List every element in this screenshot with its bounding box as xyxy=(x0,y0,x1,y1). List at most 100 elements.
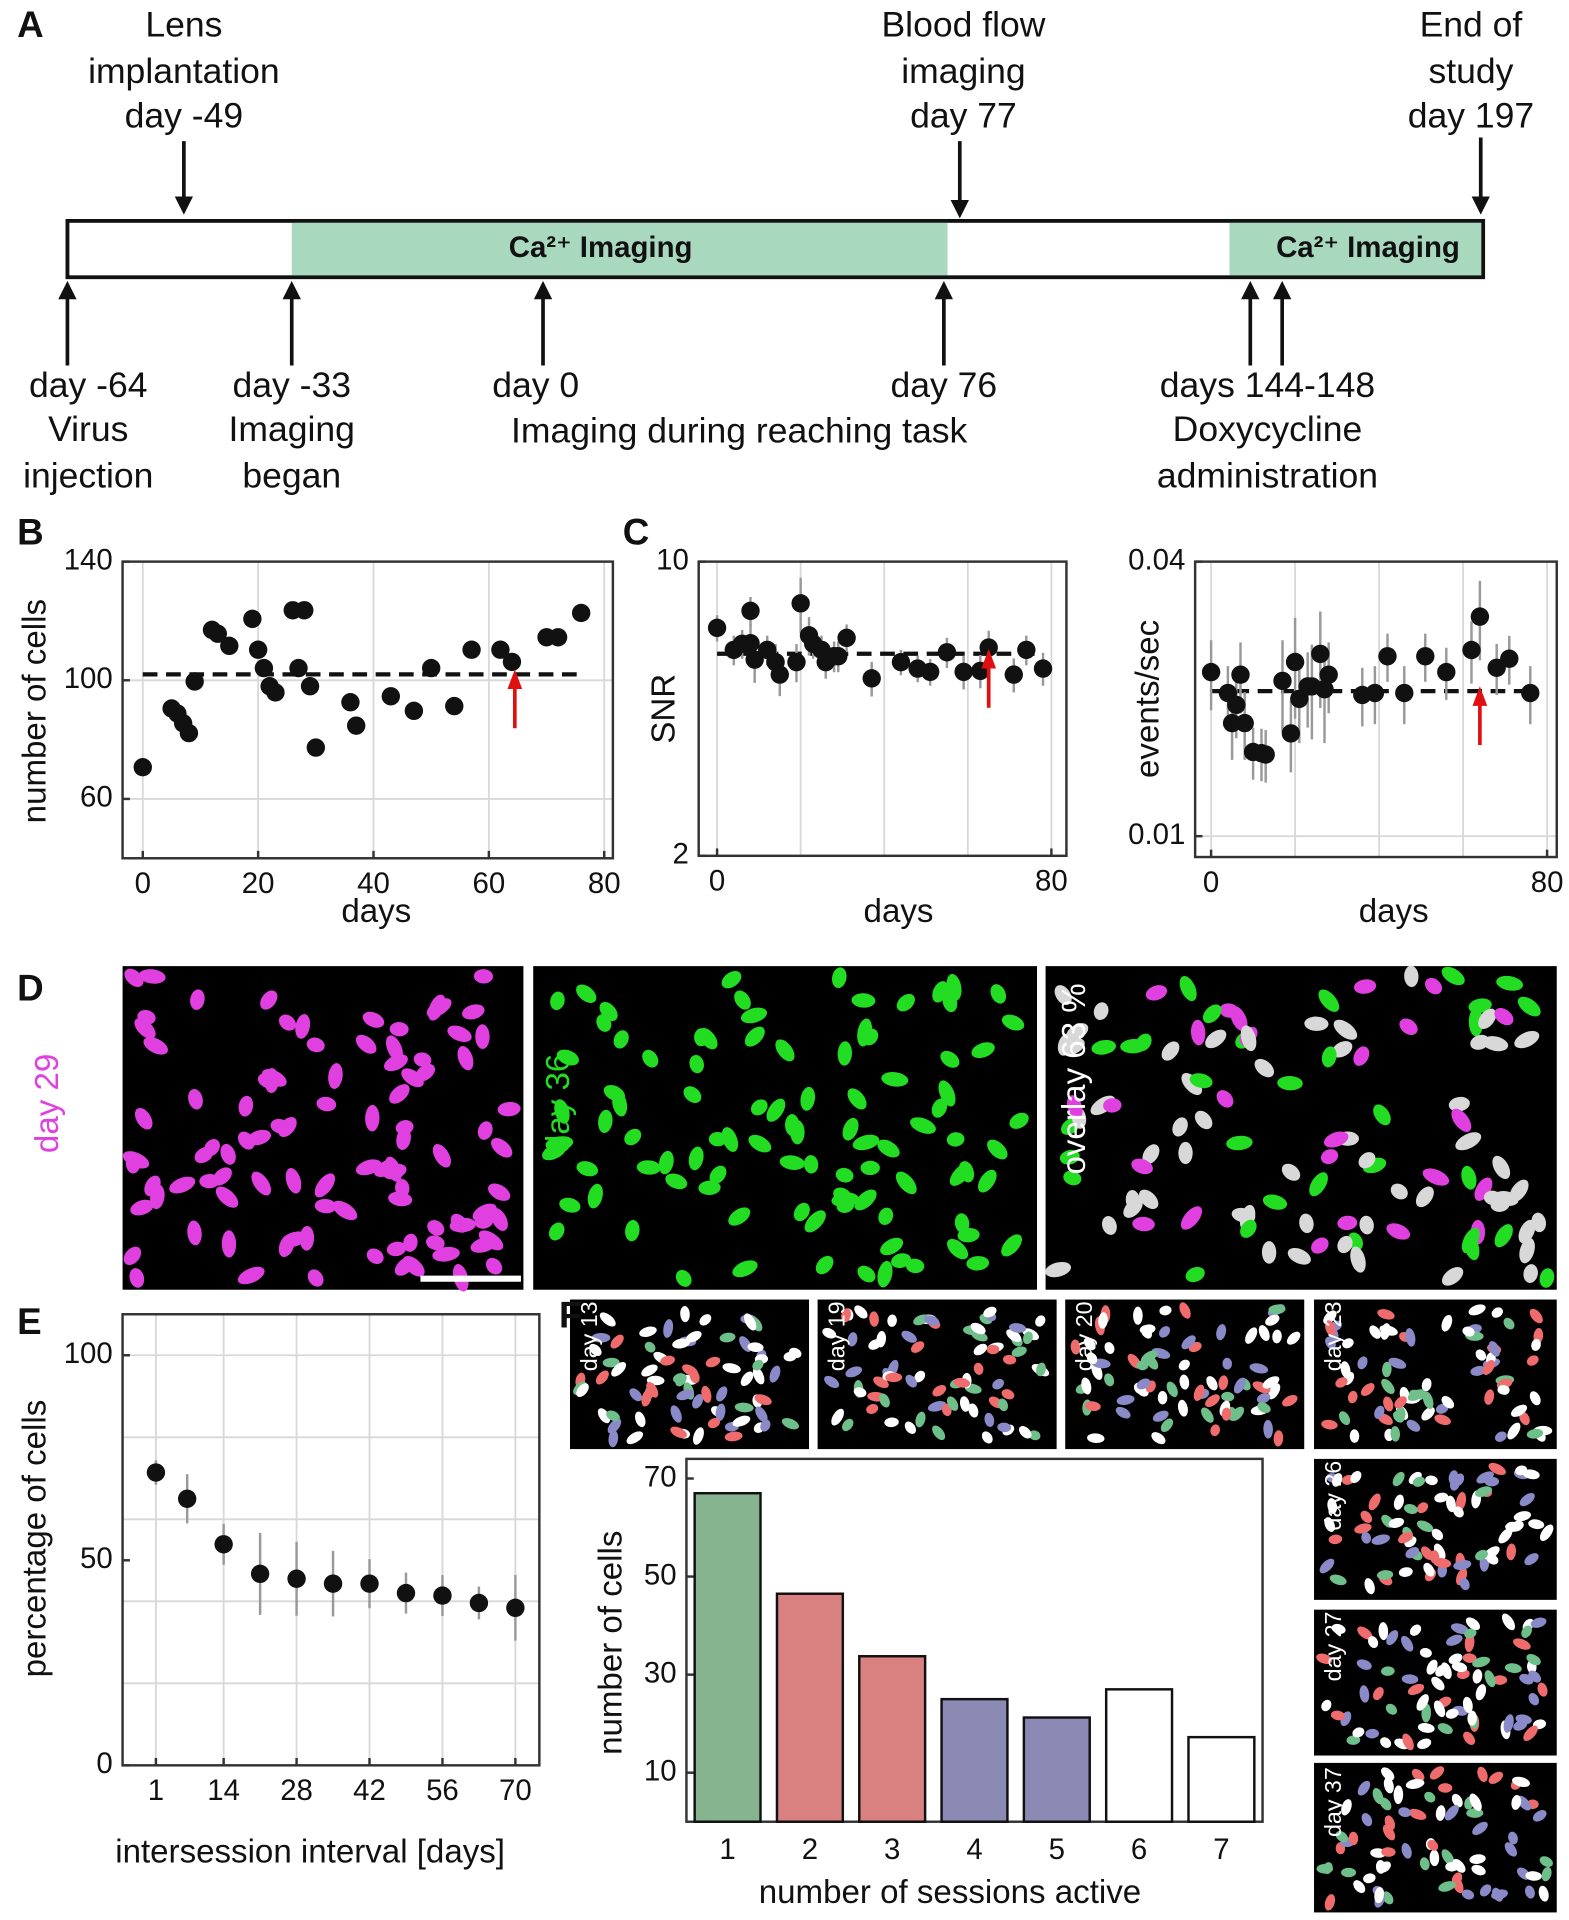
cell xyxy=(1035,1315,1046,1327)
cell xyxy=(1406,1419,1421,1432)
cell xyxy=(355,1034,377,1054)
cell xyxy=(316,1096,337,1112)
cell xyxy=(143,1037,168,1055)
y-tick-label: 100 xyxy=(64,662,113,695)
cell xyxy=(663,1319,674,1338)
cell xyxy=(1136,1378,1151,1390)
cell xyxy=(285,1168,302,1194)
timeline-label: day -64 xyxy=(29,365,148,405)
cell xyxy=(295,1014,311,1039)
cell xyxy=(1441,1849,1455,1866)
data-point xyxy=(323,1574,343,1593)
cell xyxy=(599,1001,618,1022)
cell xyxy=(1538,1885,1549,1902)
cell xyxy=(1491,1307,1503,1318)
cell xyxy=(1435,1805,1446,1821)
cell xyxy=(1479,1884,1492,1897)
cell xyxy=(923,1315,940,1326)
timeline-arrows xyxy=(58,137,1490,366)
cell xyxy=(1348,1831,1359,1846)
cell xyxy=(1403,1504,1418,1514)
cell xyxy=(1142,1144,1160,1165)
cell xyxy=(831,967,847,989)
cell xyxy=(220,1143,236,1165)
data-point xyxy=(1416,647,1435,666)
data-point xyxy=(360,1574,379,1593)
cell xyxy=(1386,1630,1399,1646)
cell xyxy=(299,1225,315,1251)
cell xyxy=(1506,1543,1517,1561)
cell xyxy=(1368,1493,1381,1511)
cell xyxy=(1399,1018,1418,1035)
image-label: day 19 xyxy=(824,1301,850,1371)
cell xyxy=(699,1314,712,1326)
cell xyxy=(748,1134,772,1153)
cell xyxy=(1383,1777,1394,1794)
data-point xyxy=(1319,665,1338,684)
cell xyxy=(1519,1411,1530,1426)
cell xyxy=(1407,1683,1425,1696)
cell xyxy=(973,1343,988,1356)
image-label: day 36 xyxy=(540,1054,577,1153)
cell xyxy=(221,1230,237,1258)
y-tick-label: 60 xyxy=(80,781,113,814)
cell xyxy=(721,1127,739,1152)
data-point xyxy=(289,658,308,678)
cell xyxy=(716,1386,728,1402)
cell xyxy=(1240,1219,1257,1238)
cell xyxy=(781,1418,799,1430)
cell xyxy=(1374,1887,1385,1904)
cell xyxy=(876,1331,887,1348)
cell xyxy=(1497,1385,1510,1395)
cell xyxy=(1115,1406,1131,1419)
cell xyxy=(1434,1492,1449,1503)
cell xyxy=(1190,1019,1206,1046)
cell xyxy=(879,1393,890,1408)
timeline-label: Doxycycline xyxy=(1173,409,1363,449)
cell xyxy=(1431,1528,1444,1541)
cell xyxy=(755,1406,768,1423)
cell xyxy=(396,1127,411,1150)
y-tick-label: 50 xyxy=(644,1558,677,1591)
data-point xyxy=(1222,713,1242,733)
cell xyxy=(1325,1336,1336,1350)
cell xyxy=(1459,1577,1470,1591)
cell xyxy=(1424,1791,1436,1803)
y-tick-label: 140 xyxy=(64,543,113,576)
cell xyxy=(1374,1405,1385,1419)
cell xyxy=(1159,1305,1172,1316)
data-point xyxy=(1273,671,1292,691)
cell xyxy=(676,1389,694,1401)
bar xyxy=(693,1491,762,1823)
cell xyxy=(1358,1152,1376,1169)
cell xyxy=(701,1385,712,1403)
data-point xyxy=(1256,745,1275,764)
cell xyxy=(1354,1523,1372,1534)
cell xyxy=(983,1306,997,1318)
cell xyxy=(554,1099,570,1124)
cell xyxy=(1131,1158,1153,1175)
cell xyxy=(1335,1377,1348,1388)
cell xyxy=(1382,1361,1392,1378)
cell xyxy=(1221,1407,1232,1421)
cell xyxy=(403,1233,418,1252)
cell xyxy=(708,1131,727,1147)
cell xyxy=(187,1220,202,1246)
cell xyxy=(426,1235,445,1251)
cell xyxy=(1539,1856,1553,1867)
cell xyxy=(740,1371,754,1387)
cell xyxy=(1445,1708,1459,1719)
cell xyxy=(1379,1325,1398,1336)
plot-frame xyxy=(1193,560,1558,859)
cell xyxy=(673,1373,686,1384)
cell xyxy=(1515,1714,1532,1725)
cell xyxy=(880,1237,904,1256)
cell xyxy=(1009,1112,1029,1129)
data-point xyxy=(1365,683,1385,703)
cell xyxy=(1311,1237,1329,1254)
cell xyxy=(1282,1394,1298,1407)
timeline-bar xyxy=(65,219,1486,280)
cell xyxy=(394,1256,415,1276)
cell xyxy=(1494,1008,1514,1026)
